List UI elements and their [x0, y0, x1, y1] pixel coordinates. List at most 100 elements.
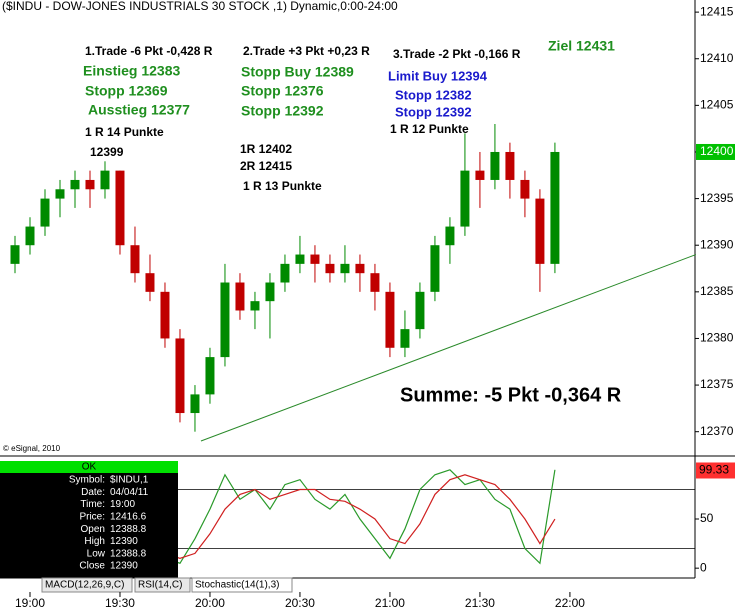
x-tick-label: 22:00 [555, 596, 585, 610]
data-window-header [0, 461, 178, 473]
candle-body [385, 291, 395, 348]
last-value-label: 99.33 [699, 463, 729, 477]
candle-body [100, 170, 110, 190]
annotation: Ziel 12431 [548, 38, 615, 54]
candle-body [400, 329, 410, 348]
candle-body [415, 291, 425, 330]
data-window-label: Low [87, 548, 106, 559]
x-tick-label: 19:00 [15, 596, 45, 610]
tab[interactable] [134, 577, 191, 593]
data-window-label: Open [81, 524, 105, 535]
x-tick-label: 20:00 [195, 596, 225, 610]
data-window-value: 12390 [110, 536, 138, 547]
annotation: 1.Trade -6 Pkt -0,428 R [85, 44, 213, 58]
data-window-label: Time: [80, 499, 105, 510]
data-window-value: $INDU,1 [110, 475, 149, 486]
candle-body [535, 198, 545, 264]
candle-body [25, 226, 35, 246]
annotation: Stopp 12392 [395, 104, 472, 119]
tab-label[interactable]: MACD(12,26,9,C) [45, 580, 124, 591]
candle-body [145, 273, 155, 292]
x-tick-label: 21:00 [375, 596, 405, 610]
candle-body [520, 179, 530, 199]
candle-body [220, 282, 230, 358]
annotation: Summe: -5 Pkt -0,364 R [400, 384, 622, 406]
last-price-label: 12400 [700, 144, 734, 158]
y-tick-label: 12380 [700, 331, 734, 345]
candle-body [85, 179, 95, 190]
candle-body [205, 357, 215, 395]
tab-label[interactable]: Stochastic(14(1),3) [195, 580, 279, 591]
trendline [200, 254, 697, 442]
tab-label[interactable]: RSI(14,C) [138, 580, 182, 591]
data-window-value: 12388.8 [110, 548, 147, 559]
annotation: Limit Buy 12394 [388, 68, 488, 83]
annotation: Stopp 12382 [395, 87, 472, 102]
x-tick-label: 21:30 [465, 596, 495, 610]
data-window-value: 12388.8 [110, 524, 147, 535]
y-tick-label: 12375 [700, 377, 734, 391]
candle-body [40, 198, 50, 227]
data-window-value: 12416.6 [110, 512, 147, 523]
annotation: 1 R 14 Punkte [85, 125, 164, 139]
y-tick-label: 12370 [700, 424, 734, 438]
candle-body [115, 170, 125, 246]
annotation: Ausstieg 12377 [88, 102, 190, 118]
y-tick-label: 12390 [700, 237, 734, 251]
annotation: 1 R 12 Punkte [390, 122, 469, 136]
candle-body [55, 189, 65, 199]
data-window-label: High [84, 536, 105, 547]
candle-body [310, 254, 320, 264]
data-window-value: 19:00 [110, 499, 135, 510]
annotation: Einstieg 12383 [83, 63, 180, 79]
candle-body [430, 245, 440, 292]
candle-body [370, 273, 380, 292]
candle-body [70, 179, 80, 190]
annotation: 2.Trade +3 Pkt +0,23 R [243, 44, 370, 58]
candle-body [505, 151, 515, 180]
annotation: 1 R 13 Punkte [243, 179, 322, 193]
candle-body [280, 263, 290, 283]
tab[interactable] [41, 577, 133, 593]
data-window-label: Symbol: [69, 475, 105, 486]
annotation: 3.Trade -2 Pkt -0,166 R [393, 47, 521, 61]
candle-body [355, 263, 365, 274]
annotation: 12399 [90, 145, 124, 159]
candle-body [475, 170, 485, 180]
data-window-label: Price: [79, 512, 105, 523]
data-window [0, 461, 178, 578]
y-tick-label: 12385 [700, 284, 734, 298]
last-value-box [696, 462, 735, 479]
annotation: Stopp 12369 [85, 83, 168, 99]
y-tick-label: 0 [700, 560, 707, 574]
tab[interactable] [191, 577, 293, 593]
data-window-header-text: OK [82, 462, 97, 473]
candle-body [10, 245, 20, 264]
candle-body [190, 394, 200, 414]
y-tick-label: 50 [700, 511, 714, 525]
y-tick-label: 12410 [700, 51, 734, 65]
last-price-box [696, 143, 735, 160]
candle-body [460, 170, 470, 227]
data-window-value: 12390 [110, 561, 138, 572]
annotation: Stopp 12392 [241, 103, 324, 119]
y-tick-label: 12395 [700, 191, 734, 205]
x-tick-label: 19:30 [105, 596, 135, 610]
annotation: Stopp Buy 12389 [241, 64, 354, 80]
data-window-value: 04/04/11 [110, 487, 149, 498]
data-window-label: Close [79, 561, 105, 572]
candle-body [130, 245, 140, 274]
candle-body [550, 151, 560, 264]
annotation: 1R 12402 [240, 142, 292, 156]
candle-body [250, 301, 260, 311]
annotation: 2R 12415 [240, 159, 292, 173]
candle-body [265, 282, 275, 302]
credit: © eSignal, 2010 [3, 444, 61, 453]
candle-body [340, 263, 350, 274]
candle-body [295, 254, 305, 264]
candle-body [235, 282, 245, 311]
candle-body [325, 263, 335, 274]
chart-title: ($INDU - DOW-JONES INDUSTRIALS 30 STOCK … [2, 0, 398, 13]
candle-body [160, 291, 170, 339]
candle-body [445, 226, 455, 246]
